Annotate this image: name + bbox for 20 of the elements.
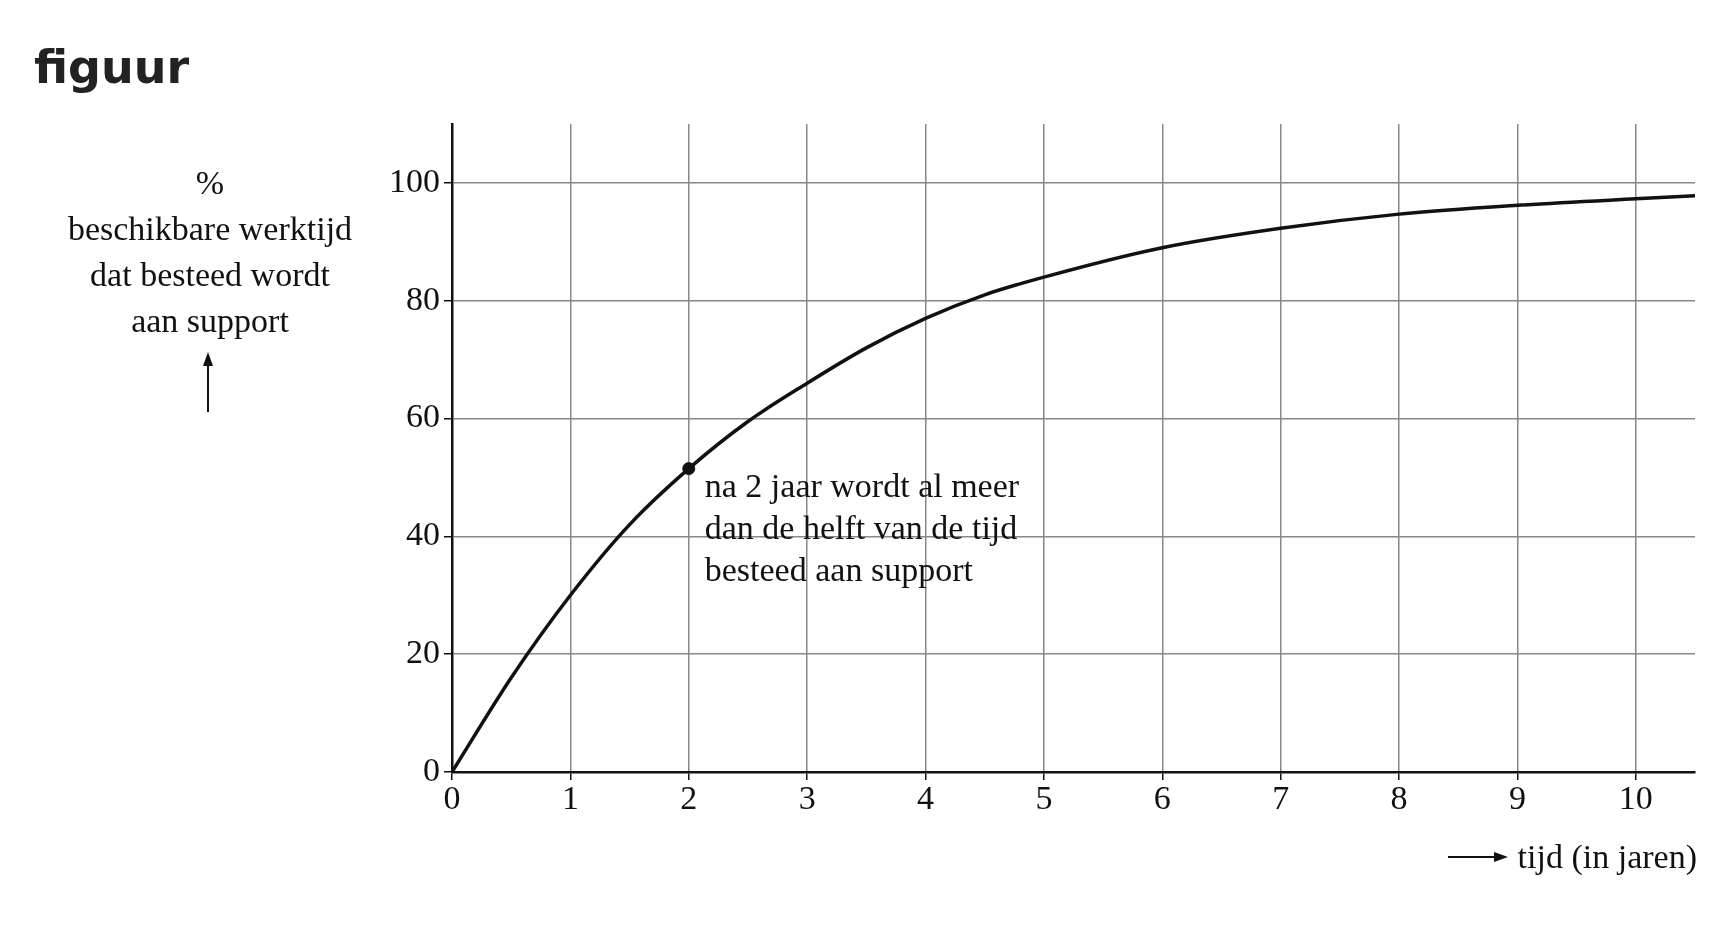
- y-axis-title: % beschikbare werktijd dat besteed wordt aan support: [67, 164, 353, 339]
- x-tick-label: 7: [1272, 779, 1290, 817]
- x-tick-label: 5: [1035, 779, 1053, 817]
- y-tick-label: 20: [406, 633, 440, 671]
- chart-title: figuur: [34, 40, 190, 94]
- x-axis-title: tijd (in jaren): [1517, 838, 1697, 876]
- x-tick-label: 9: [1508, 779, 1526, 817]
- x-tick-label: 6: [1153, 779, 1171, 817]
- y-tick-label: 60: [406, 397, 440, 435]
- annotation: na 2 jaar wordt al meer dan de helft van de tijd besteed aan support: [704, 466, 1020, 588]
- x-tick-label: 1: [561, 779, 579, 817]
- y-tick-label: 80: [406, 279, 440, 317]
- x-tick-label: 2: [680, 779, 698, 817]
- y-tick-label: 0: [423, 750, 440, 788]
- x-tick-label: 3: [798, 779, 816, 817]
- y-tick-label: 40: [406, 515, 440, 553]
- x-tick-label: 4: [917, 779, 935, 817]
- y-tick-label: 100: [389, 161, 440, 199]
- x-tick-label: 8: [1390, 779, 1408, 817]
- x-tick-label: 10: [1618, 779, 1653, 817]
